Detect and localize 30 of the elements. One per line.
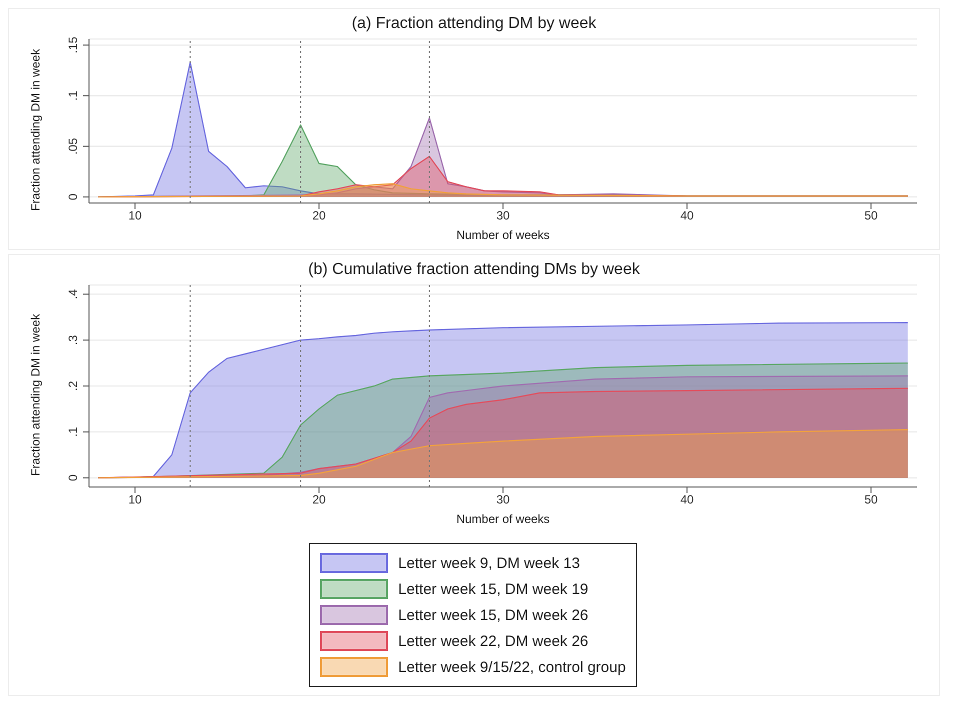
x-tick-label: 20 <box>312 208 326 223</box>
x-tick-label: 10 <box>128 208 142 223</box>
x-tick-label: 20 <box>312 492 326 507</box>
x-tick-label: 30 <box>496 208 510 223</box>
legend-label: Letter week 9, DM week 13 <box>398 554 580 572</box>
y-tick-label: .05 <box>66 138 80 155</box>
x-tick-label: 30 <box>496 492 510 507</box>
y-tick-label: 0 <box>66 193 80 200</box>
x-axis-title: Number of weeks <box>456 228 550 242</box>
y-tick-label: .3 <box>66 334 80 346</box>
y-tick-label: .2 <box>66 380 80 392</box>
y-tick-label: .4 <box>66 288 80 300</box>
x-tick-label: 10 <box>128 492 142 507</box>
chart-title: (a) Fraction attending DM by week <box>350 14 598 33</box>
chart-title: (b) Cumulative fraction attending DMs by week <box>307 260 641 279</box>
y-tick-label: .15 <box>66 36 80 54</box>
legend-label: Letter week 15, DM week 19 <box>398 580 588 598</box>
legend-label: Letter week 15, DM week 26 <box>398 606 588 624</box>
x-tick-label: 40 <box>680 492 694 507</box>
y-tick-label: .1 <box>66 90 80 101</box>
legend-label: Letter week 22, DM week 26 <box>398 632 588 650</box>
x-tick-label: 50 <box>864 492 878 507</box>
y-axis-title: Fraction attending DM in week <box>28 312 42 476</box>
x-tick-label: 40 <box>680 208 694 223</box>
legend-label: Letter week 9/15/22, control group <box>398 658 626 676</box>
y-tick-label: .1 <box>66 426 80 437</box>
y-tick-label: 0 <box>66 474 80 482</box>
x-axis-title: Number of weeks <box>456 512 550 526</box>
x-tick-label: 50 <box>864 208 878 223</box>
y-axis-title: Fraction attending DM in week <box>28 48 42 211</box>
